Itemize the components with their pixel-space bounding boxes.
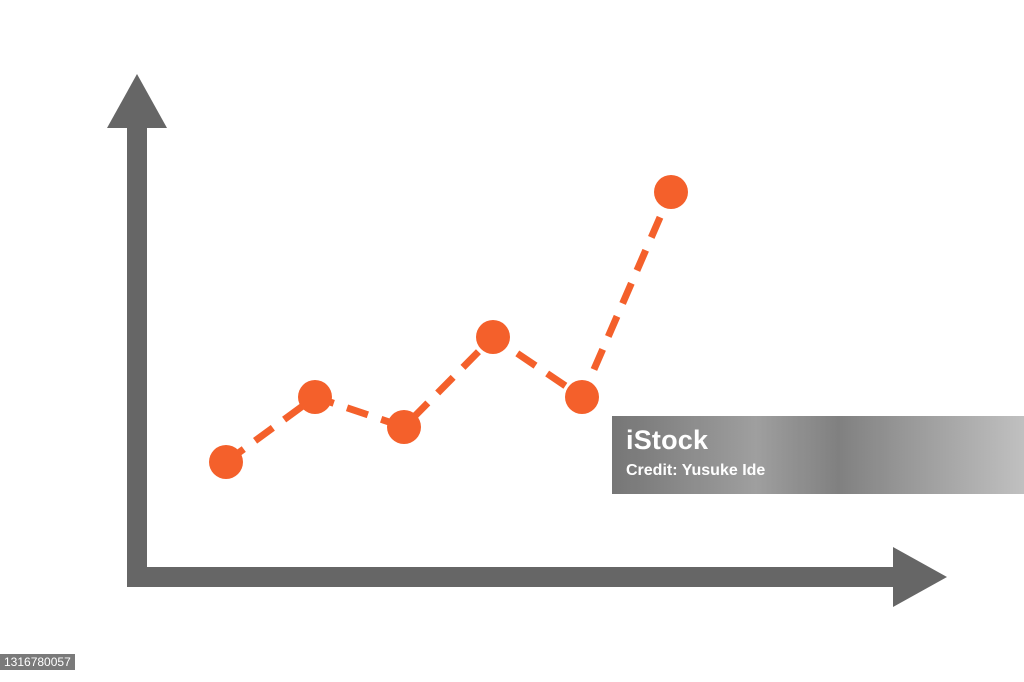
data-points-group [209,175,688,479]
data-point-4 [476,320,510,354]
data-point-2 [298,380,332,414]
series-line-group [223,190,675,465]
series-line-0 [223,190,675,465]
data-point-5 [565,380,599,414]
x-axis-line [127,567,899,587]
watermark-credit: Credit: Yusuke Ide [626,462,766,479]
y-axis-line [127,120,147,587]
watermark-banner: iStock Credit: Yusuke Ide [612,416,1024,494]
y-axis-arrow-icon [107,74,167,128]
data-point-6 [654,175,688,209]
data-point-1 [209,445,243,479]
watermark-brand: iStock [626,425,709,455]
data-point-3 [387,410,421,444]
x-axis-arrow-icon [893,547,947,607]
image-id-label: 1316780057 [0,654,75,670]
chart-axes [107,74,947,607]
